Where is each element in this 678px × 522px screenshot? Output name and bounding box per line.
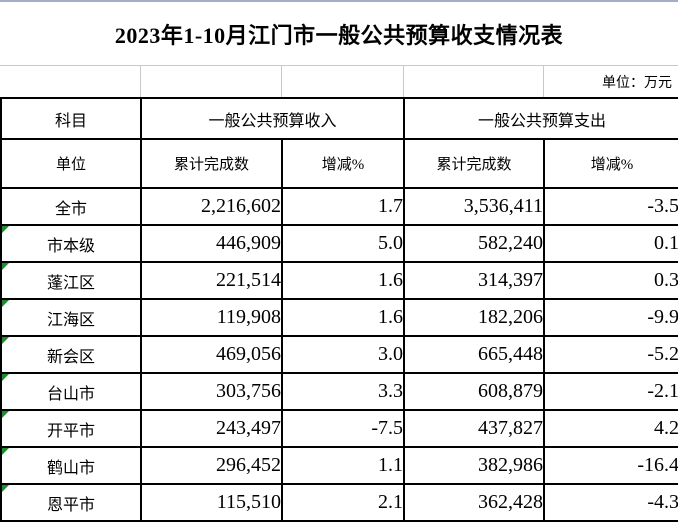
- gridline: [403, 66, 404, 97]
- income-cell[interactable]: 243,497: [140, 409, 283, 448]
- income-change-cell[interactable]: 1.1: [280, 446, 406, 485]
- region-name: 恩平市: [46, 496, 95, 514]
- table-row: 蓬江区 221,514 1.6 314,397 0.3: [0, 261, 678, 300]
- expense-cell[interactable]: 382,986: [403, 446, 546, 485]
- income-cell[interactable]: 2,216,602: [140, 187, 283, 226]
- cell-error-flag-icon: [3, 264, 9, 270]
- region-name: 鹤山市: [46, 459, 95, 477]
- region-name: 开平市: [46, 422, 95, 440]
- expense-change-cell[interactable]: -4.3: [543, 483, 678, 522]
- region-name: 市本级: [46, 237, 95, 255]
- region-name-cell[interactable]: 恩平市: [0, 483, 142, 522]
- expense-change-cell[interactable]: -3.5: [543, 187, 678, 226]
- header-row-groups: 科目 一般公共预算收入 一般公共预算支出: [0, 97, 678, 140]
- expense-cell[interactable]: 608,879: [403, 372, 546, 411]
- expense-cell[interactable]: 665,448: [403, 335, 546, 374]
- cell-error-flag-icon: [3, 449, 9, 455]
- table-row: 新会区 469,056 3.0 665,448 -5.2: [0, 335, 678, 374]
- cell-error-flag-icon: [3, 227, 9, 233]
- income-change-cell[interactable]: 3.3: [280, 372, 406, 411]
- table-row: 恩平市 115,510 2.1 362,428 -4.3: [0, 483, 678, 522]
- expense-change-cell[interactable]: -2.1: [543, 372, 678, 411]
- cell-error-flag-icon: [3, 486, 9, 492]
- expense-change-cell[interactable]: 0.1: [543, 224, 678, 263]
- income-change-cell[interactable]: 1.6: [280, 298, 406, 337]
- unit-note: 单位：万元: [602, 75, 672, 91]
- expense-cell[interactable]: 182,206: [403, 298, 546, 337]
- region-name-cell[interactable]: 市本级: [0, 224, 142, 263]
- income-change-cell[interactable]: -7.5: [280, 409, 406, 448]
- income-cell[interactable]: 296,452: [140, 446, 283, 485]
- income-cell[interactable]: 221,514: [140, 261, 283, 300]
- header-income-cumulative-cell[interactable]: 累计完成数: [140, 138, 283, 189]
- header-expense-change-cell[interactable]: 增减%: [543, 138, 678, 189]
- expense-change-cell[interactable]: -5.2: [543, 335, 678, 374]
- income-change-cell[interactable]: 1.6: [280, 261, 406, 300]
- gridline: [543, 66, 544, 97]
- table-row: 江海区 119,908 1.6 182,206 -9.9: [0, 298, 678, 337]
- income-cell[interactable]: 446,909: [140, 224, 283, 263]
- header-income-group-cell[interactable]: 一般公共预算收入: [139, 97, 406, 140]
- region-name-cell[interactable]: 鹤山市: [0, 446, 142, 485]
- table-row: 全市 2,216,602 1.7 3,536,411 -3.5: [0, 187, 678, 226]
- income-cell[interactable]: 469,056: [140, 335, 283, 374]
- cell-error-flag-icon: [3, 301, 9, 307]
- expense-cell[interactable]: 582,240: [403, 224, 546, 263]
- region-name-cell[interactable]: 蓬江区: [0, 261, 142, 300]
- cell-error-flag-icon: [3, 375, 9, 381]
- table-row: 开平市 243,497 -7.5 437,827 4.2: [0, 409, 678, 448]
- region-name-cell[interactable]: 江海区: [0, 298, 142, 337]
- table-title: 2023年1-10月江门市一般公共预算收支情况表: [114, 22, 564, 48]
- expense-change-cell[interactable]: -16.4: [543, 446, 678, 485]
- region-name: 台山市: [46, 385, 95, 403]
- income-cell[interactable]: 119,908: [140, 298, 283, 337]
- header-unit-cell[interactable]: 单位: [0, 138, 142, 189]
- region-name-cell[interactable]: 新会区: [0, 335, 142, 374]
- header-subject-cell[interactable]: 科目: [0, 97, 142, 140]
- expense-cell[interactable]: 3,536,411: [403, 187, 546, 226]
- expense-cell[interactable]: 314,397: [403, 261, 546, 300]
- income-change-cell[interactable]: 3.0: [280, 335, 406, 374]
- expense-cell[interactable]: 437,827: [403, 409, 546, 448]
- cell-error-flag-icon: [3, 338, 9, 344]
- region-name-cell[interactable]: 台山市: [0, 372, 142, 411]
- expense-change-cell[interactable]: -9.9: [543, 298, 678, 337]
- income-cell[interactable]: 303,756: [140, 372, 283, 411]
- expense-change-cell[interactable]: 0.3: [543, 261, 678, 300]
- cell-error-flag-icon: [3, 412, 9, 418]
- region-name: 新会区: [46, 348, 95, 366]
- gridline: [281, 66, 282, 97]
- income-change-cell[interactable]: 5.0: [280, 224, 406, 263]
- header-row-columns: 单位 累计完成数 增减% 累计完成数 增减%: [0, 138, 678, 189]
- table-row: 市本级 446,909 5.0 582,240 0.1: [0, 224, 678, 263]
- income-change-cell[interactable]: 2.1: [280, 483, 406, 522]
- region-name-cell[interactable]: 全市: [0, 187, 142, 226]
- gridline: [140, 66, 141, 97]
- region-name: 江海区: [46, 311, 95, 329]
- header-income-change-cell[interactable]: 增减%: [280, 138, 406, 189]
- region-name: 蓬江区: [46, 274, 95, 292]
- header-expense-cumulative-cell[interactable]: 累计完成数: [403, 138, 546, 189]
- budget-table: 科目 一般公共预算收入 一般公共预算支出 单位 累计完成数 增减% 累计完成数 …: [0, 97, 678, 522]
- table-row: 鹤山市 296,452 1.1 382,986 -16.4: [0, 446, 678, 485]
- expense-cell[interactable]: 362,428: [403, 483, 546, 522]
- unit-note-row: 单位：万元: [0, 65, 678, 97]
- expense-change-cell[interactable]: 4.2: [543, 409, 678, 448]
- income-cell[interactable]: 115,510: [140, 483, 283, 522]
- table-row: 台山市 303,756 3.3 608,879 -2.1: [0, 372, 678, 411]
- income-change-cell[interactable]: 1.7: [280, 187, 406, 226]
- header-expense-group-cell[interactable]: 一般公共预算支出: [403, 97, 678, 140]
- region-name-cell[interactable]: 开平市: [0, 409, 142, 448]
- window-top-edge: [0, 0, 678, 2]
